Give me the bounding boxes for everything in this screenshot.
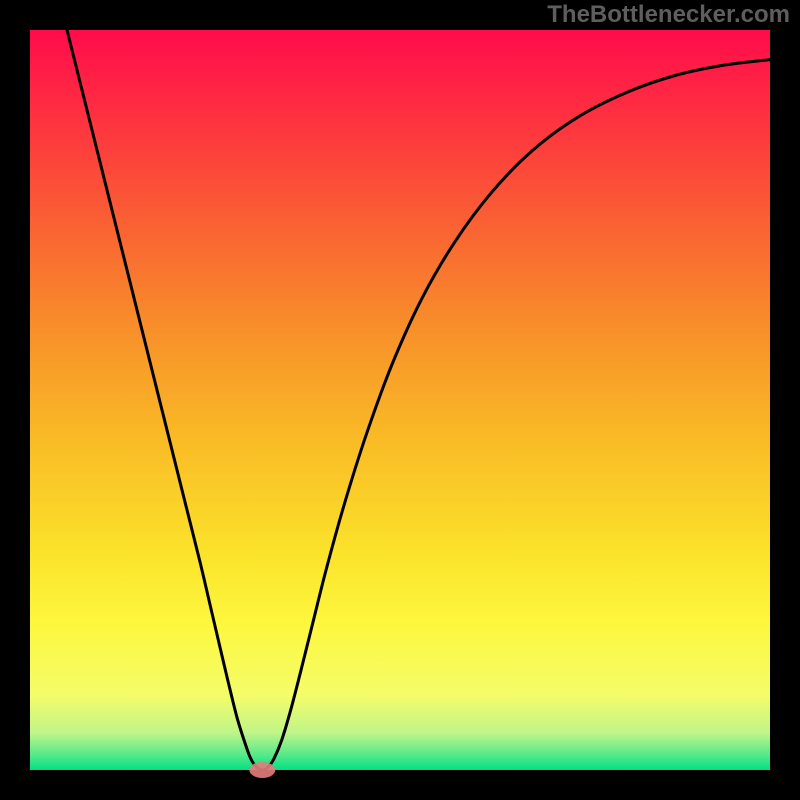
chart-svg: TheBottlenecker.com (0, 0, 800, 800)
watermark: TheBottlenecker.com (547, 1, 790, 28)
chart-background (30, 30, 770, 770)
chart-container: TheBottlenecker.com (0, 0, 800, 800)
min-marker (249, 762, 275, 778)
